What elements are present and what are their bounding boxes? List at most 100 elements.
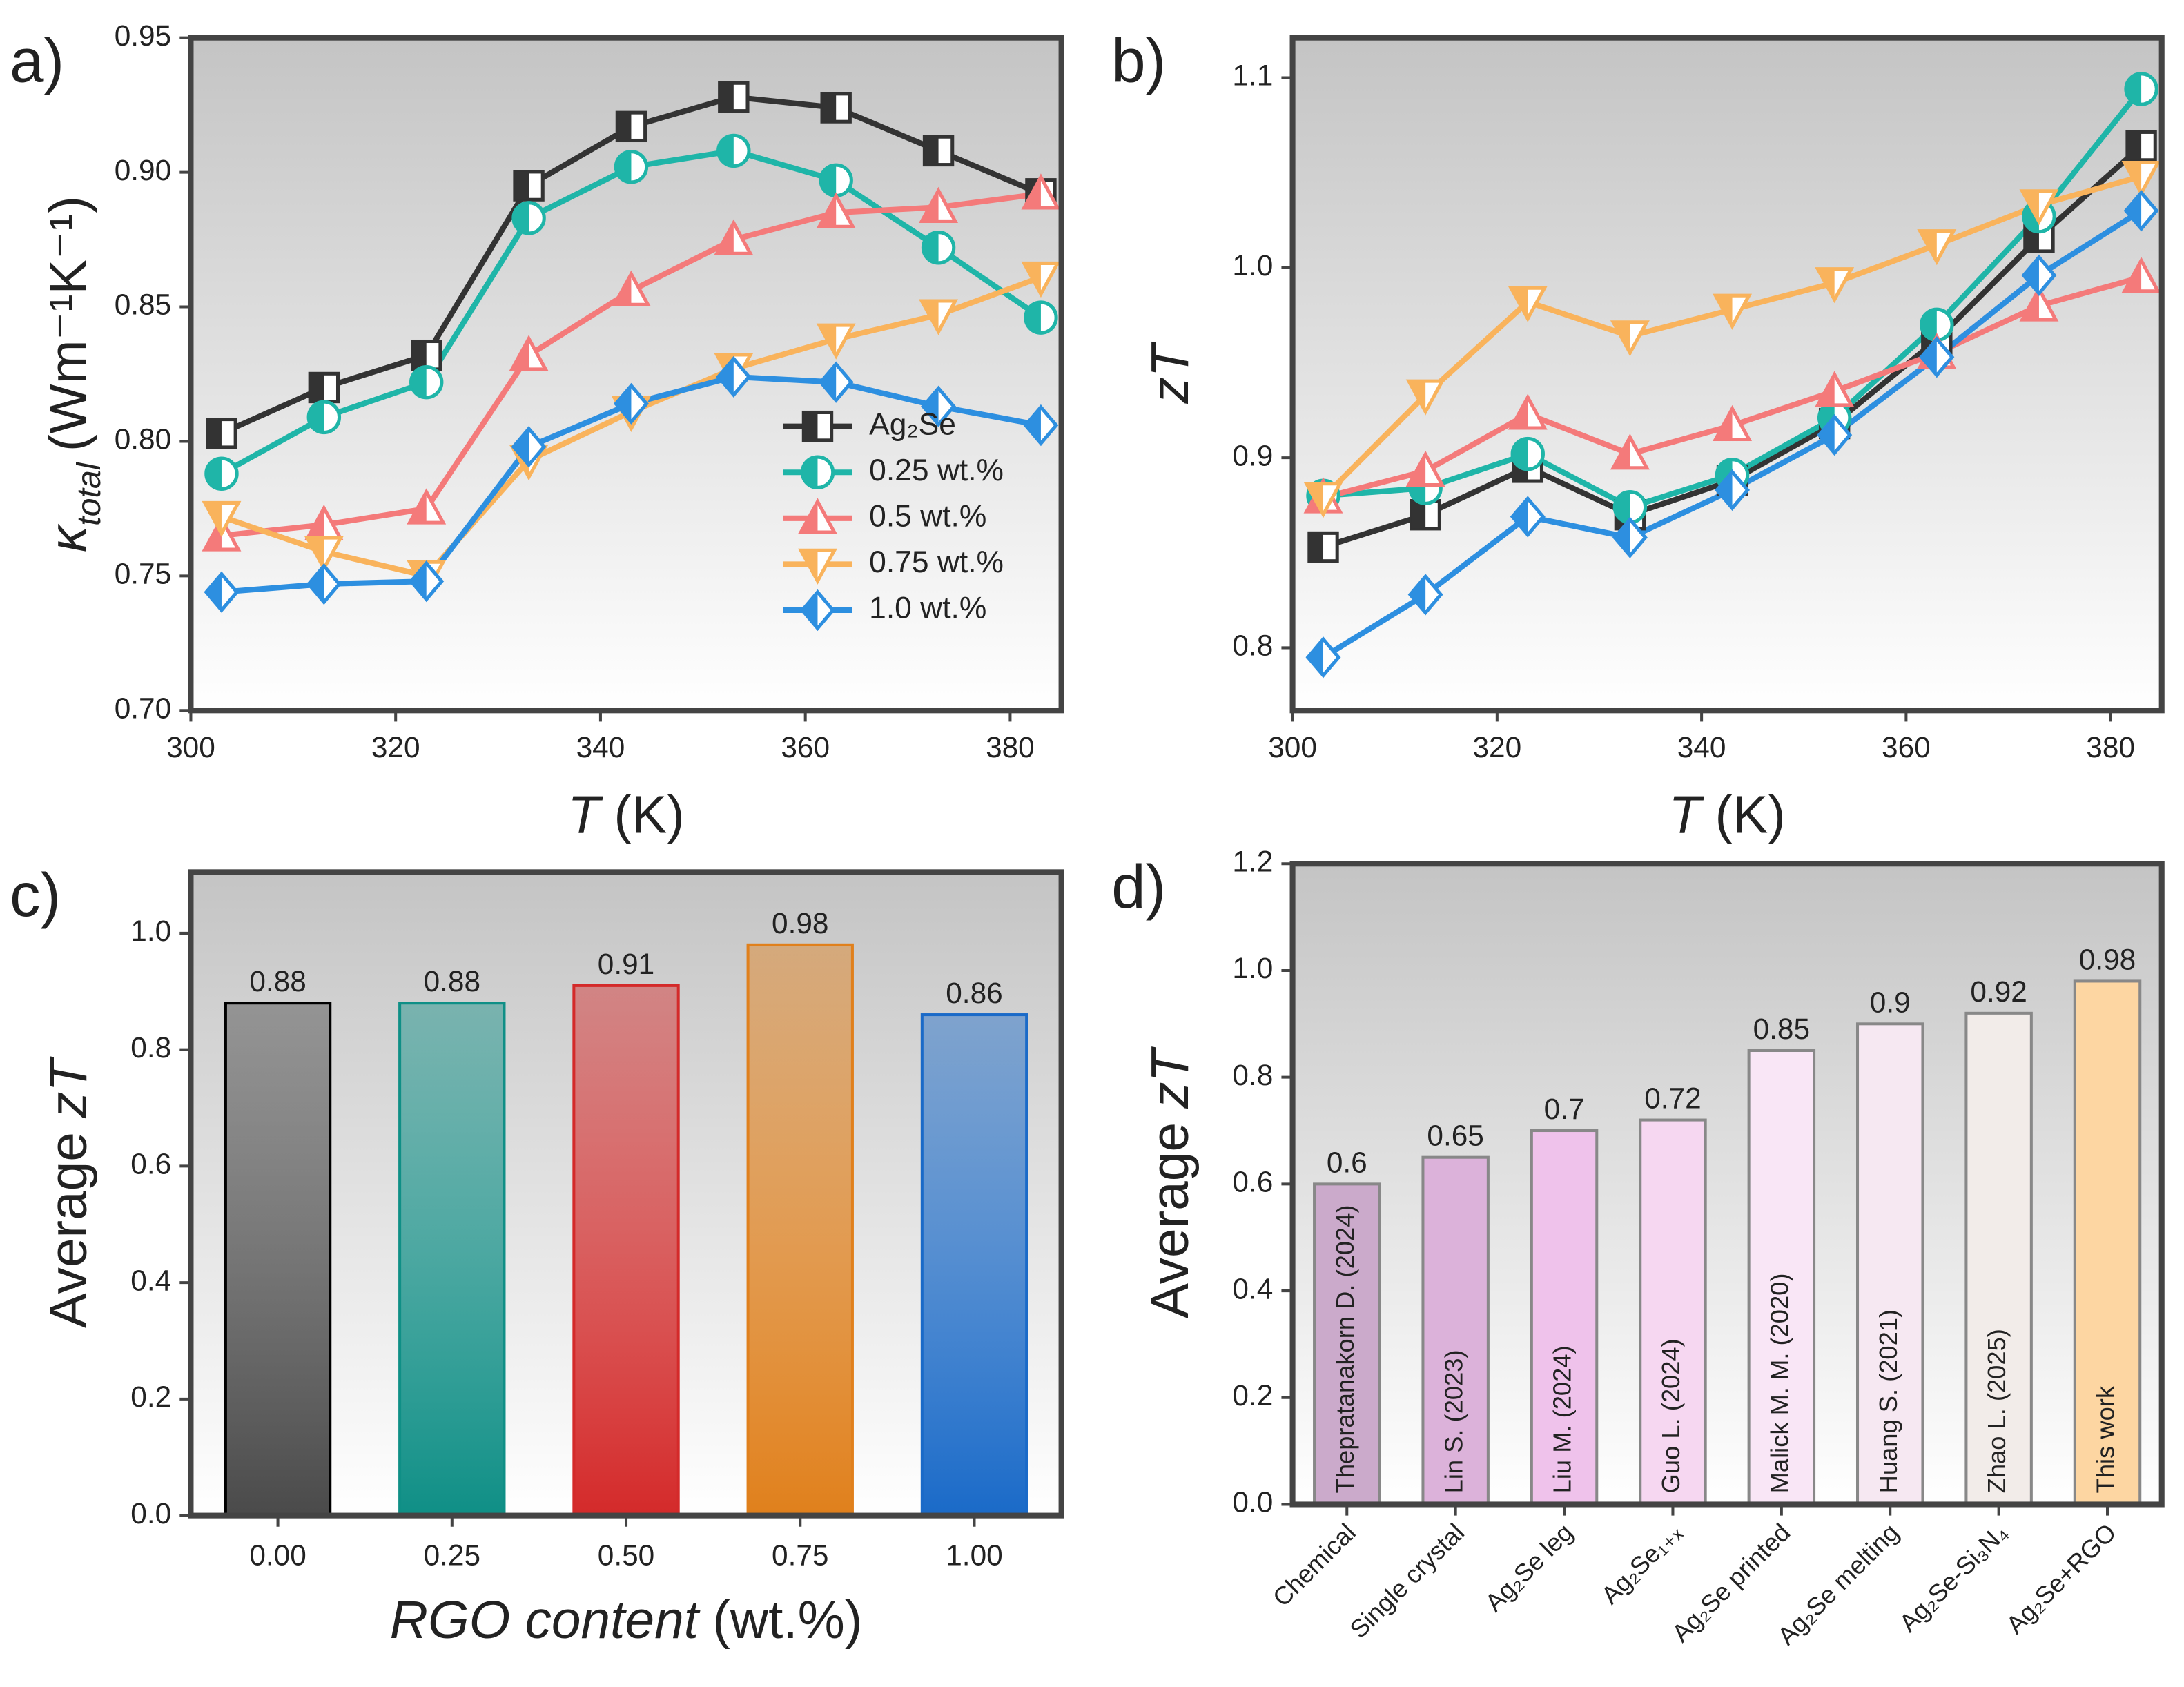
x-tick-label: 360 <box>1882 731 1931 763</box>
bar-label: Thepratanakorn D. (2024) <box>1331 1205 1359 1494</box>
marker-fill <box>819 195 837 227</box>
x-axis-title-symbol: T <box>567 786 603 845</box>
marker-fill <box>1819 416 1835 454</box>
marker-fill <box>1024 263 1041 294</box>
bar <box>572 984 680 1517</box>
marker-fill <box>923 388 939 425</box>
marker-fill <box>802 457 818 488</box>
marker-fill <box>206 574 222 610</box>
y-tick-label: 0.90 <box>115 154 171 186</box>
marker-fill <box>409 491 427 523</box>
marker-fill <box>1715 409 1733 440</box>
marker-fill <box>1511 397 1528 428</box>
bar <box>1530 1129 1599 1506</box>
bar <box>1313 1182 1381 1506</box>
marker-fill <box>822 93 837 122</box>
marker-fill <box>1511 288 1528 319</box>
y-axis-title-symbol: κ <box>39 523 98 552</box>
marker-fill <box>803 412 818 440</box>
plot-frame <box>188 869 1064 1519</box>
y-tick-label: 0.8 <box>130 1031 171 1064</box>
marker-fill <box>1410 576 1426 613</box>
plot-frame <box>188 35 1064 714</box>
marker-fill <box>719 83 734 111</box>
marker-fill <box>1717 471 1733 509</box>
marker-fill <box>204 503 222 534</box>
x-axis-title-symbol: T <box>1669 786 1705 845</box>
plot-frame <box>1289 35 2165 714</box>
x-tick-label: 1.00 <box>946 1539 1002 1571</box>
x-axis-title-unit: (K) <box>614 786 684 845</box>
x-tick-label: 380 <box>986 731 1035 763</box>
y-tick-label: 1.2 <box>1232 845 1273 877</box>
x-tick-label: 300 <box>1268 731 1317 763</box>
x-tick-label: 320 <box>371 731 420 763</box>
y-tick-label: 1.0 <box>130 915 171 947</box>
y-tick-label: 0.80 <box>115 423 171 456</box>
marker-fill <box>1613 322 1630 353</box>
marker-fill <box>514 171 529 200</box>
marker-fill <box>1615 491 1630 523</box>
y-tick-label: 0.6 <box>1232 1166 1273 1198</box>
marker-fill <box>924 137 939 165</box>
marker-fill <box>1306 483 1324 515</box>
marker-fill <box>718 135 734 166</box>
marker-fill <box>820 364 837 400</box>
marker-fill <box>1307 638 1324 676</box>
marker-fill <box>2125 192 2142 229</box>
y-tick-label: 0.8 <box>1232 630 1273 662</box>
y-tick-label: 1.1 <box>1232 59 1273 92</box>
legend-label: 0.25 wt.% <box>869 454 1004 487</box>
x-axis-title-unit: (K) <box>1715 786 1786 845</box>
value-label: 0.9 <box>1870 986 1911 1018</box>
marker-fill <box>1715 295 1733 326</box>
marker-fill <box>1921 309 1937 340</box>
bar <box>746 943 854 1517</box>
x-axis-title-text: RGO content <box>390 1591 701 1650</box>
value-label: 0.92 <box>1970 975 2027 1008</box>
bar <box>1747 1049 1816 1506</box>
value-label: 0.88 <box>249 965 306 997</box>
bar-label: Zhao L. (2025) <box>1982 1329 2011 1493</box>
bar-label: Liu M. (2024) <box>1548 1345 1577 1493</box>
marker-fill <box>716 222 734 254</box>
y-tick-label: 0.75 <box>115 558 171 590</box>
marker-fill <box>1309 533 1324 561</box>
marker-fill <box>922 301 939 332</box>
marker-fill <box>1512 438 1528 469</box>
y-axis-title-text: Average <box>39 1132 98 1328</box>
legend-label: 0.75 wt.% <box>869 545 1004 579</box>
marker-fill <box>1615 519 1630 556</box>
y-tick-label: 0.4 <box>130 1264 171 1296</box>
marker-fill <box>718 358 734 396</box>
bar-label: Guo L. (2024) <box>1657 1338 1685 1493</box>
x-tick-label: 0.25 <box>424 1539 480 1571</box>
bar <box>2073 979 2142 1506</box>
marker-fill <box>616 385 632 422</box>
bar <box>398 1002 506 1517</box>
marker-fill <box>2124 162 2142 193</box>
x-axis-title: T (K) <box>567 786 684 845</box>
marker-fill <box>1025 302 1041 333</box>
value-label: 0.85 <box>1753 1013 1810 1045</box>
y-axis-title: κtotal (Wm⁻¹K⁻¹) <box>39 196 108 552</box>
y-axis-title-symbol: zT <box>39 1056 98 1119</box>
x-tick-label: 300 <box>166 731 215 763</box>
marker-fill <box>513 429 529 465</box>
legend-label: Ag₂Se <box>869 407 956 441</box>
marker-fill <box>2125 73 2142 105</box>
marker-fill <box>1024 177 1041 208</box>
x-tick-label: 380 <box>2086 731 2135 763</box>
marker-fill <box>801 501 818 533</box>
marker-fill <box>310 373 324 402</box>
marker-fill <box>1817 374 1835 405</box>
y-axis-title-text: Average <box>1141 1122 1200 1318</box>
y-axis-title-symbol: zT <box>1141 1046 1200 1109</box>
bar <box>920 1013 1028 1517</box>
y-tick-label: 1.0 <box>1232 249 1273 282</box>
bar <box>1855 1022 1924 1506</box>
marker-fill <box>411 563 427 600</box>
x-axis-title: RGO content (wt.%) <box>390 1591 863 1650</box>
marker-fill <box>2124 260 2142 291</box>
marker-fill <box>1512 498 1528 535</box>
